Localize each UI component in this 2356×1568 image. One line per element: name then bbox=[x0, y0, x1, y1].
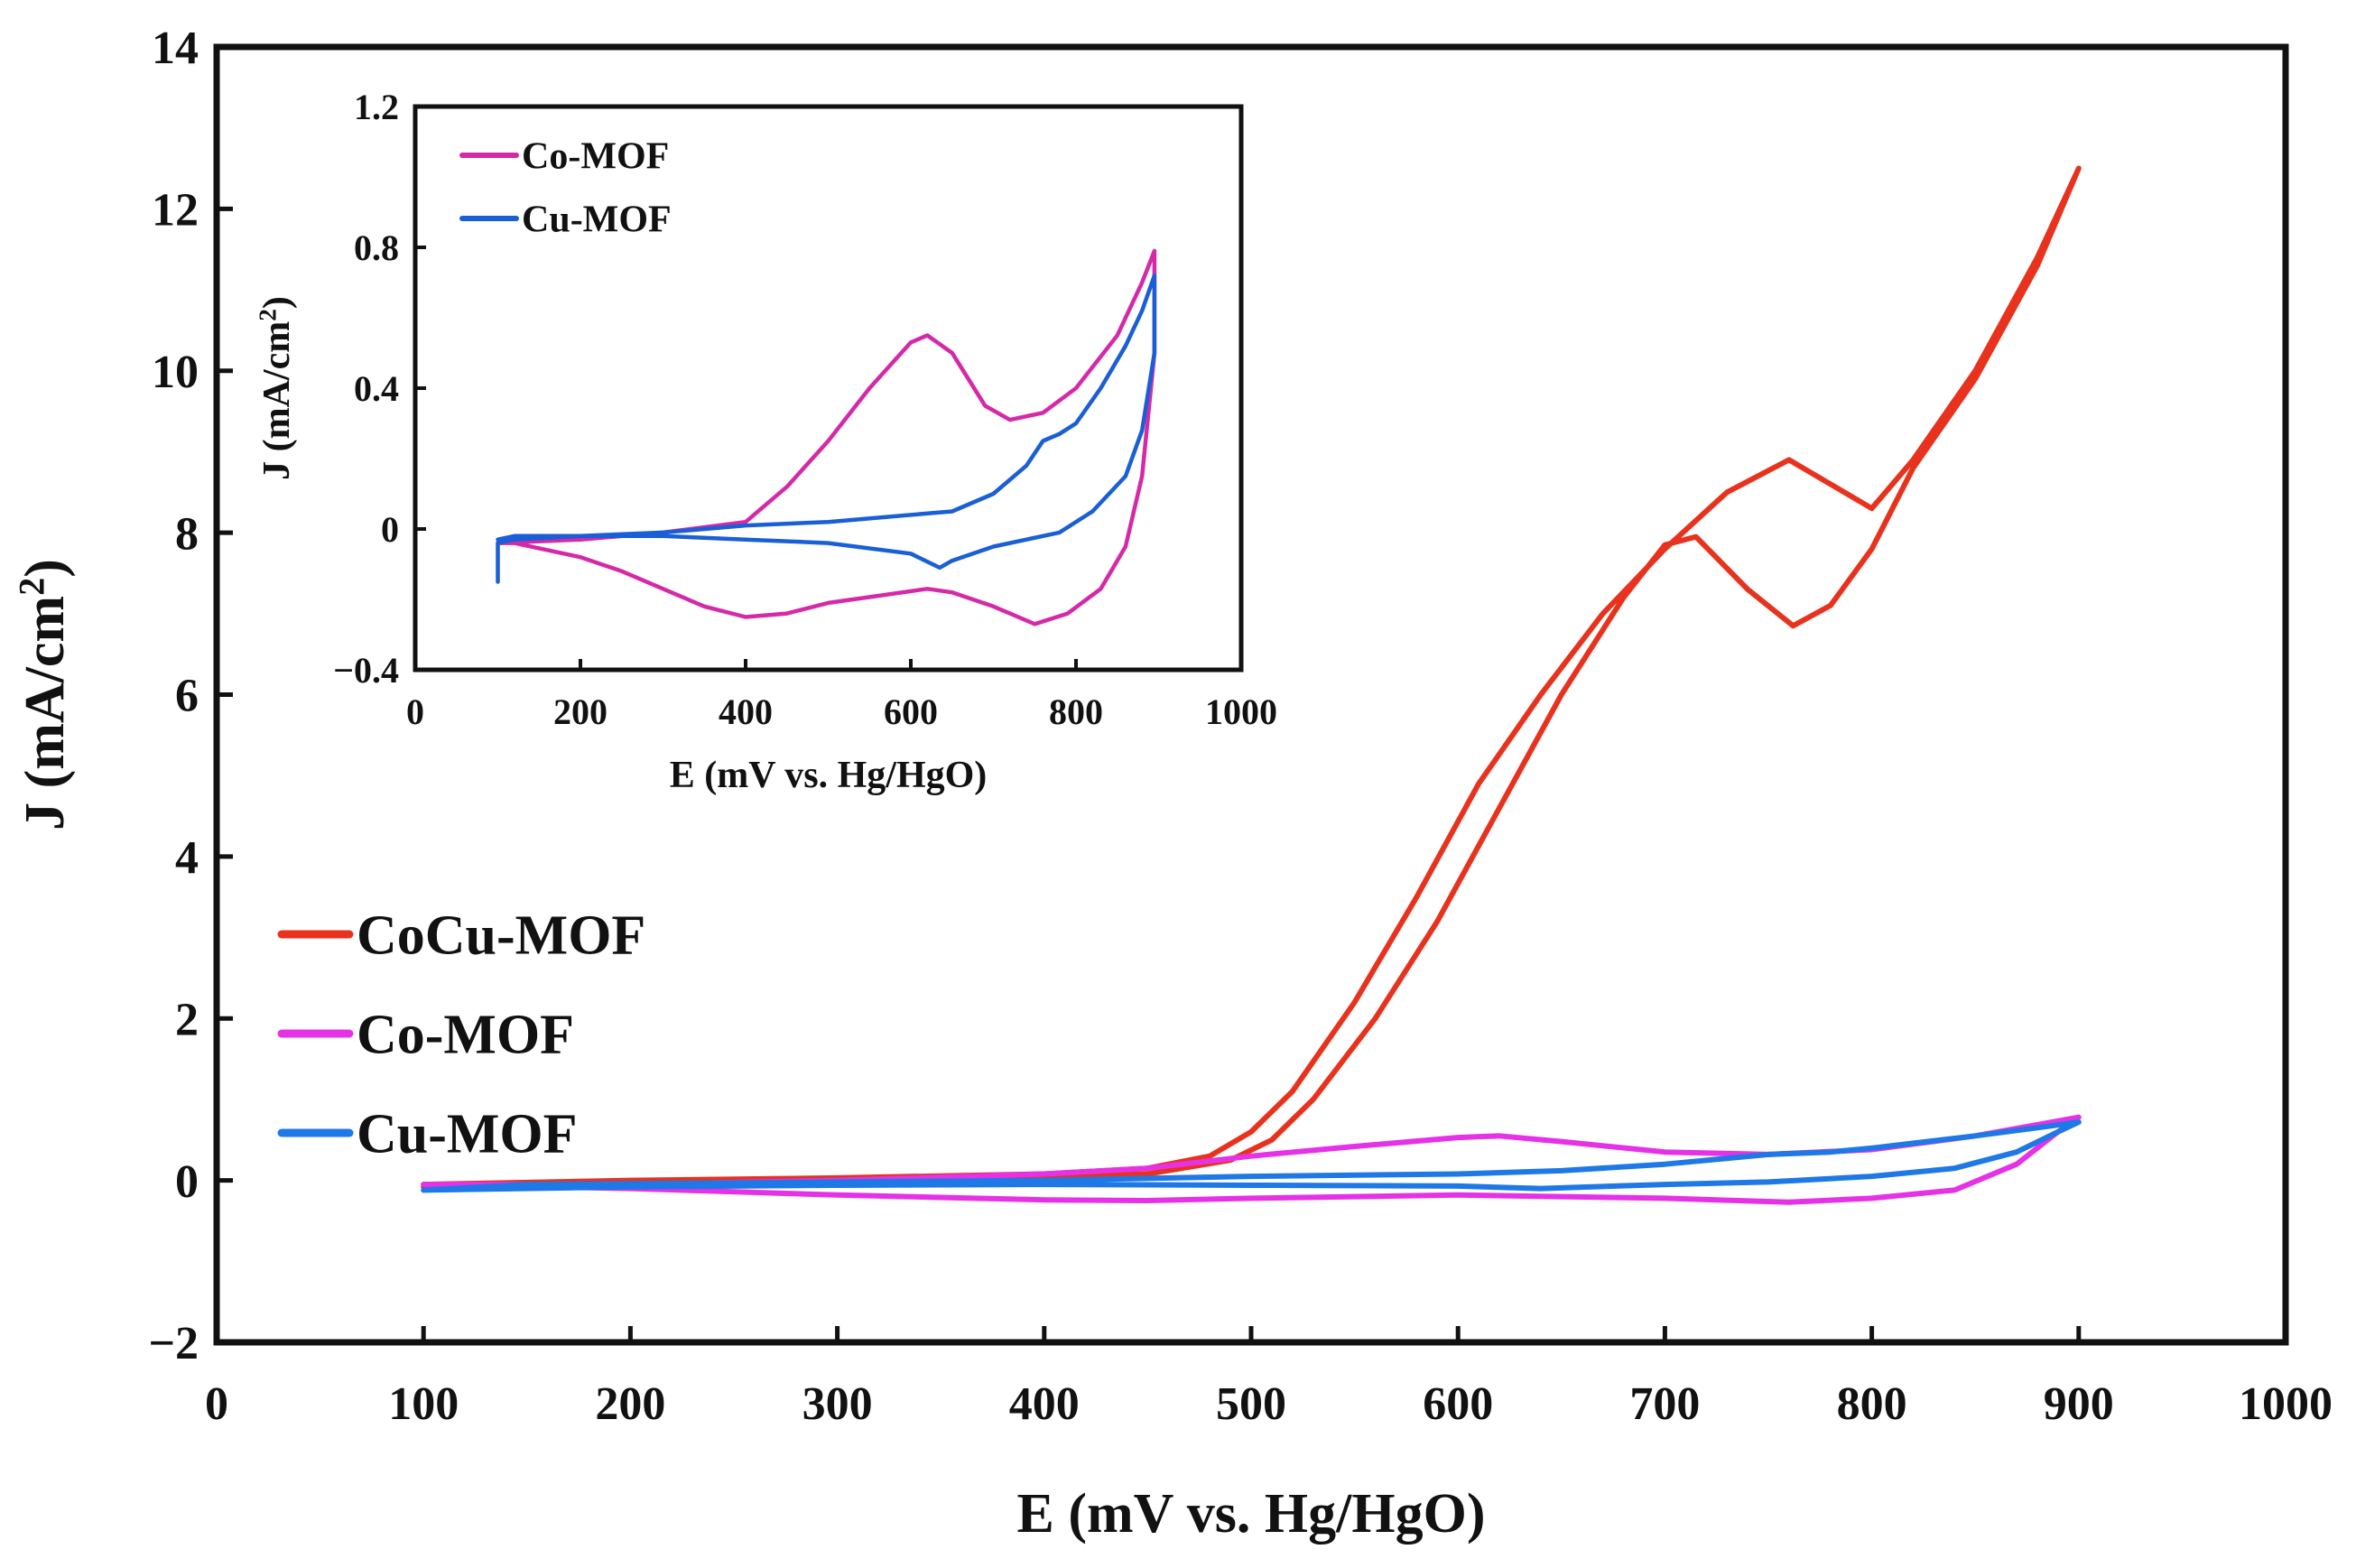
x-tick-label: 200 bbox=[553, 691, 608, 732]
x-tick-label: 200 bbox=[595, 1378, 665, 1430]
x-tick-label: 1000 bbox=[1205, 691, 1277, 732]
y-tick-label: −2 bbox=[148, 1318, 199, 1369]
x-tick-label: 0 bbox=[406, 691, 424, 732]
y-axis-title-superscript: 2 bbox=[11, 578, 51, 596]
y-tick-label: 6 bbox=[175, 671, 199, 722]
y-tick-label: 12 bbox=[152, 185, 199, 237]
y-axis-title-superscript: 2 bbox=[254, 309, 281, 321]
x-tick-label: 100 bbox=[388, 1378, 459, 1430]
y-axis-title: J (mA/cm2) bbox=[254, 296, 298, 480]
legend-label-cu-mof: Cu-MOF bbox=[522, 199, 672, 241]
legend-label-cu-mof: Cu-MOF bbox=[357, 1104, 578, 1165]
y-tick-label: 0.8 bbox=[354, 227, 399, 268]
y-tick-label: 8 bbox=[175, 508, 199, 560]
series-line-cocu-mof bbox=[421, 165, 2082, 1190]
y-axis-title-close: ) bbox=[14, 559, 76, 578]
legend-label-cocu-mof: CoCu-MOF bbox=[357, 905, 645, 967]
y-tick-label: 2 bbox=[175, 994, 199, 1045]
x-tick-label: 600 bbox=[884, 691, 938, 732]
x-tick-label: 600 bbox=[1423, 1378, 1493, 1430]
x-axis-title: E (mV vs. Hg/HgO) bbox=[670, 755, 988, 796]
y-axis-title-main: J (mA/cm bbox=[256, 321, 298, 480]
y-axis-title: J (mA/cm2) bbox=[11, 559, 76, 830]
x-tick-label: 300 bbox=[802, 1378, 873, 1430]
y-axis-title-main: J (mA/cm bbox=[14, 596, 76, 830]
x-tick-label: 900 bbox=[2044, 1378, 2114, 1430]
x-axis-title: E (mV vs. Hg/HgO) bbox=[1017, 1483, 1486, 1545]
y-tick-label: 0.4 bbox=[354, 368, 399, 409]
x-tick-label: 400 bbox=[1009, 1378, 1080, 1430]
x-tick-label: 1000 bbox=[2239, 1378, 2333, 1430]
series-line-cu-mof bbox=[421, 1119, 2082, 1193]
x-tick-label: 0 bbox=[205, 1378, 228, 1430]
y-tick-label: 10 bbox=[152, 347, 199, 398]
y-tick-label: 0 bbox=[381, 509, 399, 550]
legend-label-co-mof: Co-MOF bbox=[357, 1005, 574, 1066]
y-tick-label: −0.4 bbox=[333, 650, 399, 691]
y-tick-label: 4 bbox=[175, 832, 199, 884]
y-tick-label: 0 bbox=[175, 1156, 199, 1208]
legend-label-co-mof: Co-MOF bbox=[522, 136, 669, 178]
x-tick-label: 700 bbox=[1629, 1378, 1700, 1430]
series-line-co-mof bbox=[496, 248, 1157, 626]
x-tick-label: 800 bbox=[1837, 1378, 1907, 1430]
x-tick-label: 500 bbox=[1216, 1378, 1286, 1430]
inset-plot: 0 200 400 600 800 1000−0.400.40.81.2E (mV vs.… bbox=[254, 87, 1277, 796]
plot-frame bbox=[413, 104, 1244, 673]
series-line-cu-mof bbox=[496, 273, 1157, 584]
y-axis-title-close: ) bbox=[256, 296, 298, 309]
y-tick-label: 1.2 bbox=[354, 87, 399, 127]
y-tick-label: 14 bbox=[152, 23, 199, 74]
x-tick-label: 400 bbox=[719, 691, 773, 732]
x-tick-label: 800 bbox=[1049, 691, 1103, 732]
